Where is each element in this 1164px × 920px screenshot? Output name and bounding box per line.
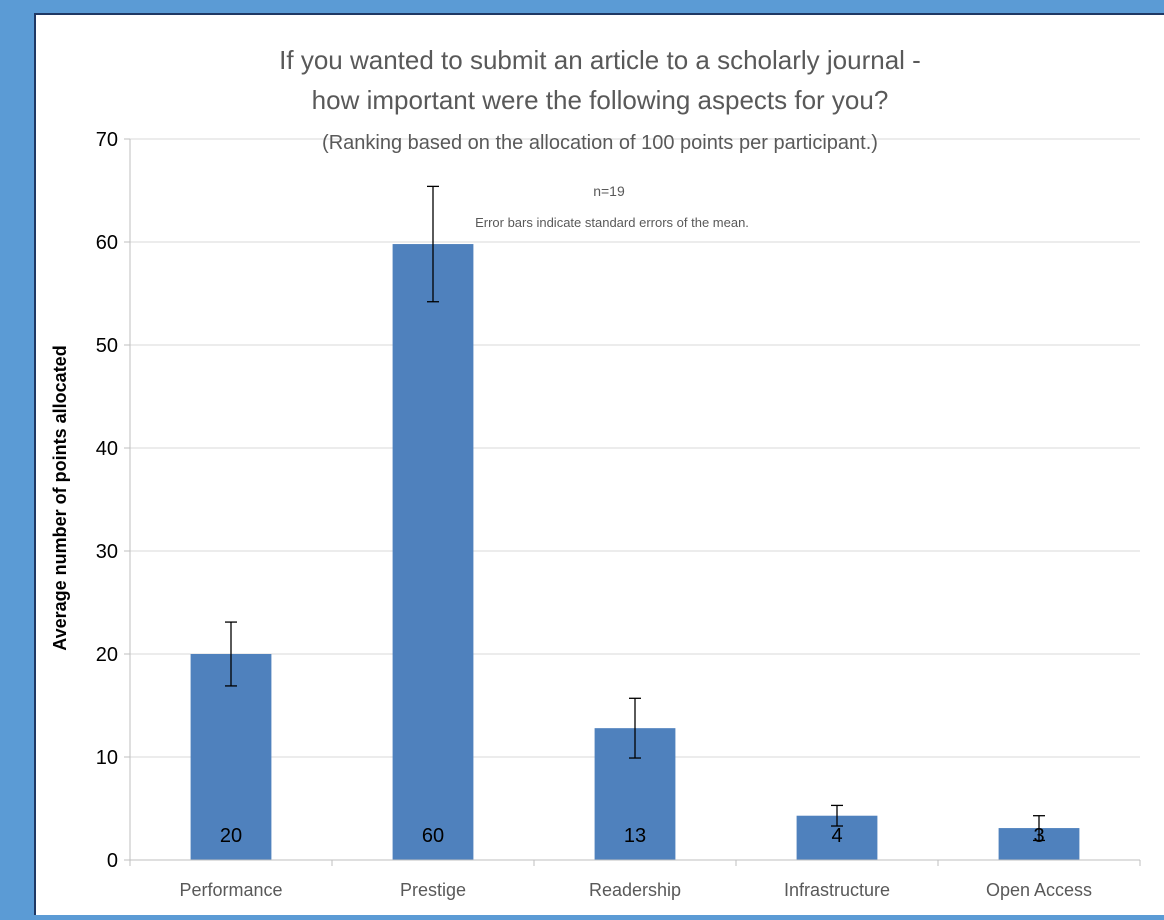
- y-tick-label: 10: [96, 747, 118, 769]
- x-tick-label: Readership: [589, 880, 681, 900]
- y-tick-label: 60: [96, 232, 118, 254]
- y-tick-label: 70: [96, 129, 118, 151]
- data-labels: 20 60 13 4 3: [220, 825, 1045, 847]
- bar-performance: [190, 654, 272, 860]
- data-label: 13: [624, 825, 646, 847]
- data-label: 4: [831, 825, 842, 847]
- chart-title-line-1: If you wanted to submit an article to a …: [279, 45, 921, 75]
- axes: 0 10 20 30 40 50 60 70 Performance Prestige Reader…: [96, 129, 1141, 900]
- annotation-error-bars: Error bars indicate standard errors of t…: [475, 215, 749, 230]
- annotation-n: n=19: [593, 183, 625, 199]
- chart-subtitle: (Ranking based on the allocation of 100 …: [322, 132, 878, 154]
- chart-title-line-2: how important were the following aspects…: [312, 85, 889, 115]
- bar-chart: 20 60 13 4 3 0 10 20 30 40 50 60 70 Performance Prest…: [50, 45, 1141, 900]
- x-tick-label: Open Access: [986, 880, 1092, 900]
- data-label: 3: [1033, 825, 1044, 847]
- y-tick-label: 50: [96, 335, 118, 357]
- data-label: 60: [422, 825, 444, 847]
- gridlines: [130, 138, 1140, 758]
- y-tick-label: 30: [96, 541, 118, 563]
- bars: [190, 244, 1080, 860]
- y-axis-label: Average number of points allocated: [50, 345, 70, 650]
- x-tick-label: Performance: [179, 880, 282, 900]
- x-tick-label: Infrastructure: [784, 880, 890, 900]
- chart-area: 20 60 13 4 3 0 10 20 30 40 50 60 70 Performance Prest…: [34, 13, 1164, 915]
- y-tick-label: 40: [96, 438, 118, 460]
- error-bars: [225, 185, 1045, 842]
- data-label: 20: [220, 825, 242, 847]
- x-tick-label: Prestige: [400, 880, 466, 900]
- bar-prestige: [392, 244, 474, 860]
- y-tick-label: 0: [107, 850, 118, 872]
- y-tick-label: 20: [96, 644, 118, 666]
